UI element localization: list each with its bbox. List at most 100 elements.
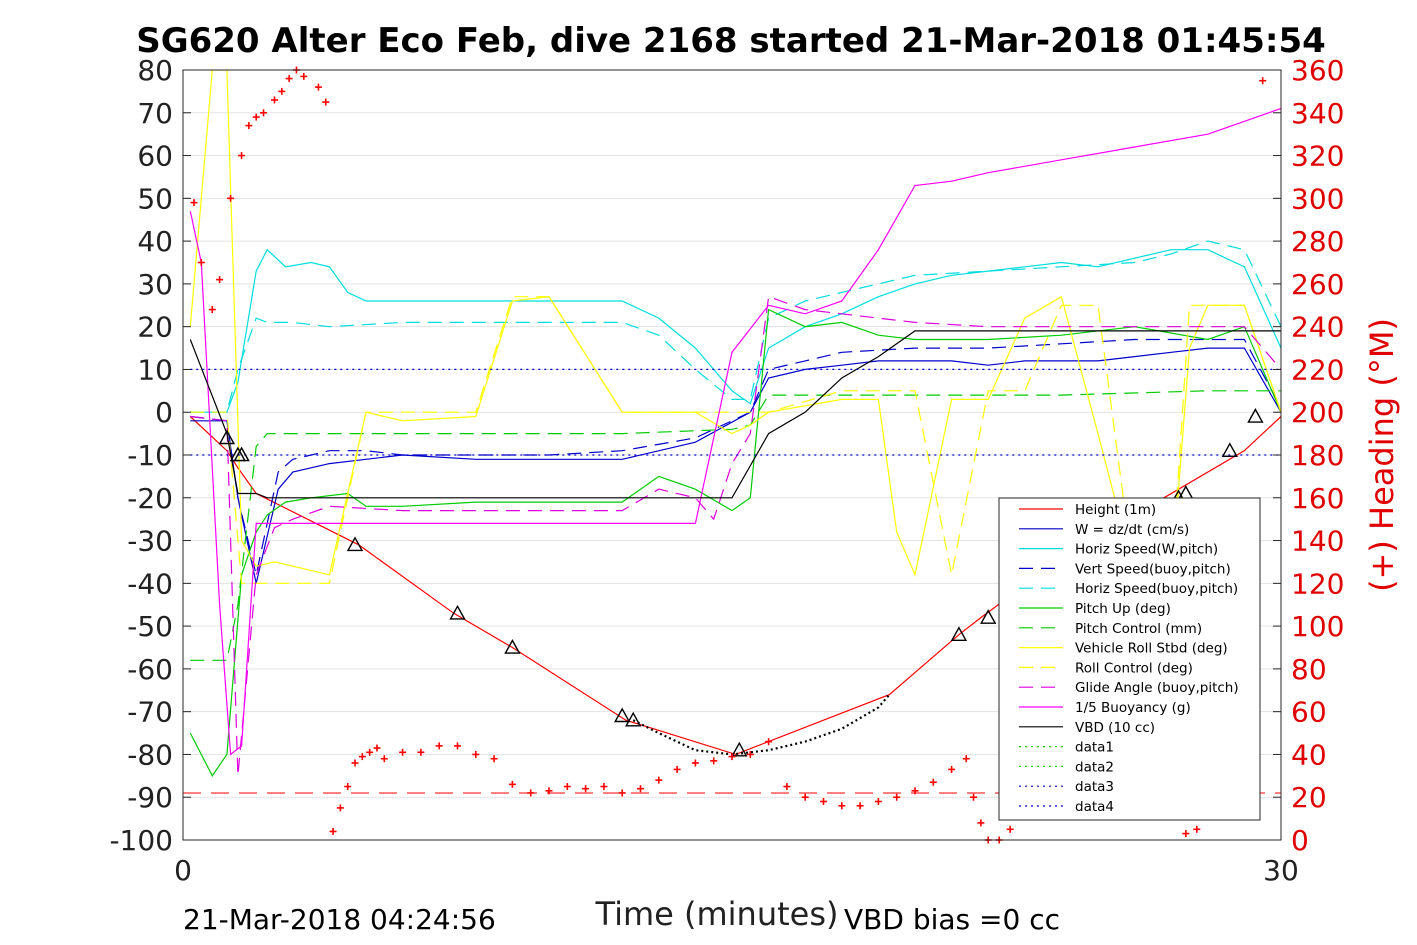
heading-point	[490, 755, 498, 763]
y-tick-label: 50	[137, 182, 173, 215]
y-right-tick-label: 320	[1291, 140, 1344, 173]
heading-point	[970, 793, 978, 801]
heading-point	[351, 759, 359, 767]
y-tick-label: 70	[137, 97, 173, 130]
y-tick-label: 10	[137, 353, 173, 386]
heading-point	[285, 75, 293, 83]
heading-point	[1182, 830, 1190, 838]
series-line-9	[190, 295, 1281, 776]
y-right-tick-label: 120	[1291, 567, 1344, 600]
heading-point	[820, 798, 827, 805]
x-tick-label: 0	[174, 854, 192, 887]
legend-label: Vehicle Roll Stbd (deg)	[1075, 641, 1228, 657]
heading-point	[238, 152, 246, 160]
legend: Height (1m) W = dz/dt (cm/s) Horiz Speed(W…	[998, 497, 1261, 821]
heading-point	[190, 199, 198, 207]
y-tick-label: 30	[137, 268, 173, 301]
legend-label: Horiz Speed(W,pitch)	[1075, 542, 1218, 558]
y-right-tick-label: 220	[1291, 353, 1344, 386]
heading-point	[582, 785, 590, 793]
heading-point	[208, 306, 216, 314]
height-marker	[449, 604, 466, 620]
heading-point	[856, 802, 864, 810]
heading-point	[358, 753, 366, 761]
legend-label: 1/5 Buoyancy (g)	[1075, 700, 1191, 716]
y-tick-label: 0	[155, 396, 173, 429]
heading-point	[508, 780, 516, 788]
legend-label: data1	[1075, 740, 1114, 756]
x-axis: 0 30	[174, 832, 1299, 887]
heading-point	[435, 742, 443, 750]
x-tick-label: 30	[1263, 854, 1299, 887]
legend-label: Pitch Control (mm)	[1075, 621, 1202, 637]
y-tick-label: -20	[127, 482, 173, 515]
y-tick-label: 80	[137, 54, 173, 87]
heading-point	[637, 785, 644, 793]
legend-label: Horiz Speed(buoy,pitch)	[1075, 581, 1238, 597]
legend-label: data2	[1075, 759, 1114, 775]
y-right-tick-label: 280	[1291, 225, 1344, 258]
heading-point	[673, 765, 681, 773]
heading-point	[911, 787, 919, 795]
heading-point	[252, 113, 260, 121]
height-marker	[950, 626, 968, 641]
heading-point	[929, 778, 937, 786]
left-axis: 80 70 60 50 40 30 20 10 0 -10 -20 -30 -40 -50 -60 -70 -8…	[109, 54, 191, 857]
series-line-10	[189, 107, 1281, 756]
footer-vbd-bias: VBD bias =0 cc	[844, 903, 1060, 936]
heading-point	[962, 755, 970, 763]
y-right-tick-label: 140	[1291, 525, 1344, 558]
x-axis-label: Time (minutes)	[595, 895, 839, 933]
y-right-tick-label: 360	[1291, 54, 1344, 87]
y-right-tick-label: 180	[1291, 439, 1344, 472]
y-tick-label: -60	[127, 653, 173, 686]
heading-point	[893, 793, 901, 801]
y-right-tick-label: 0	[1291, 824, 1309, 857]
y-right-tick-label: 160	[1291, 482, 1344, 515]
legend-label: Vert Speed(buoy,pitch)	[1075, 561, 1231, 577]
y-right-tick-label: 240	[1291, 311, 1344, 344]
heading-point	[563, 783, 571, 791]
heading-point	[380, 755, 388, 763]
heading-point	[783, 783, 791, 791]
right-axis-label: (+) Heading (°M)	[1363, 318, 1401, 592]
heading-point	[1193, 825, 1201, 833]
heading-point	[336, 804, 344, 812]
heading-point	[545, 787, 553, 795]
height-marker	[346, 536, 364, 552]
height-marker	[980, 609, 997, 624]
y-right-tick-label: 100	[1291, 610, 1344, 643]
series-line-11	[189, 330, 1281, 499]
heading-point	[1259, 77, 1267, 85]
legend-label: data4	[1075, 799, 1114, 815]
heading-point	[245, 122, 253, 130]
y-right-tick-label: 300	[1291, 182, 1344, 215]
height-marker	[233, 446, 250, 462]
heading-point	[344, 783, 352, 791]
y-tick-label: -90	[127, 781, 173, 814]
heading-point	[977, 819, 985, 827]
heading-point	[278, 87, 286, 95]
heading-point	[216, 276, 224, 284]
heading-point	[454, 742, 461, 750]
height-marker	[614, 707, 631, 723]
heading-point	[314, 83, 322, 91]
height-marker	[504, 639, 521, 654]
series-line-5	[189, 308, 1281, 777]
y-tick-label: 20	[137, 311, 173, 344]
heading-point	[373, 744, 381, 752]
legend-label: Roll Control (deg)	[1075, 660, 1193, 676]
heading-point	[417, 748, 425, 756]
heading-point	[260, 109, 268, 117]
chart-title: SG620 Alter Eco Feb, dive 2168 started 2…	[136, 21, 1326, 61]
y-tick-label: -100	[109, 824, 173, 857]
y-right-tick-label: 340	[1291, 97, 1344, 130]
y-tick-label: 60	[137, 140, 173, 173]
heading-point	[691, 759, 699, 767]
heading-point	[874, 798, 882, 805]
y-tick-label: -10	[127, 439, 173, 472]
heading-point	[728, 753, 736, 761]
y-right-tick-label: 40	[1291, 738, 1327, 771]
heading-point	[655, 776, 663, 784]
y-right-tick-label: 20	[1291, 781, 1327, 814]
